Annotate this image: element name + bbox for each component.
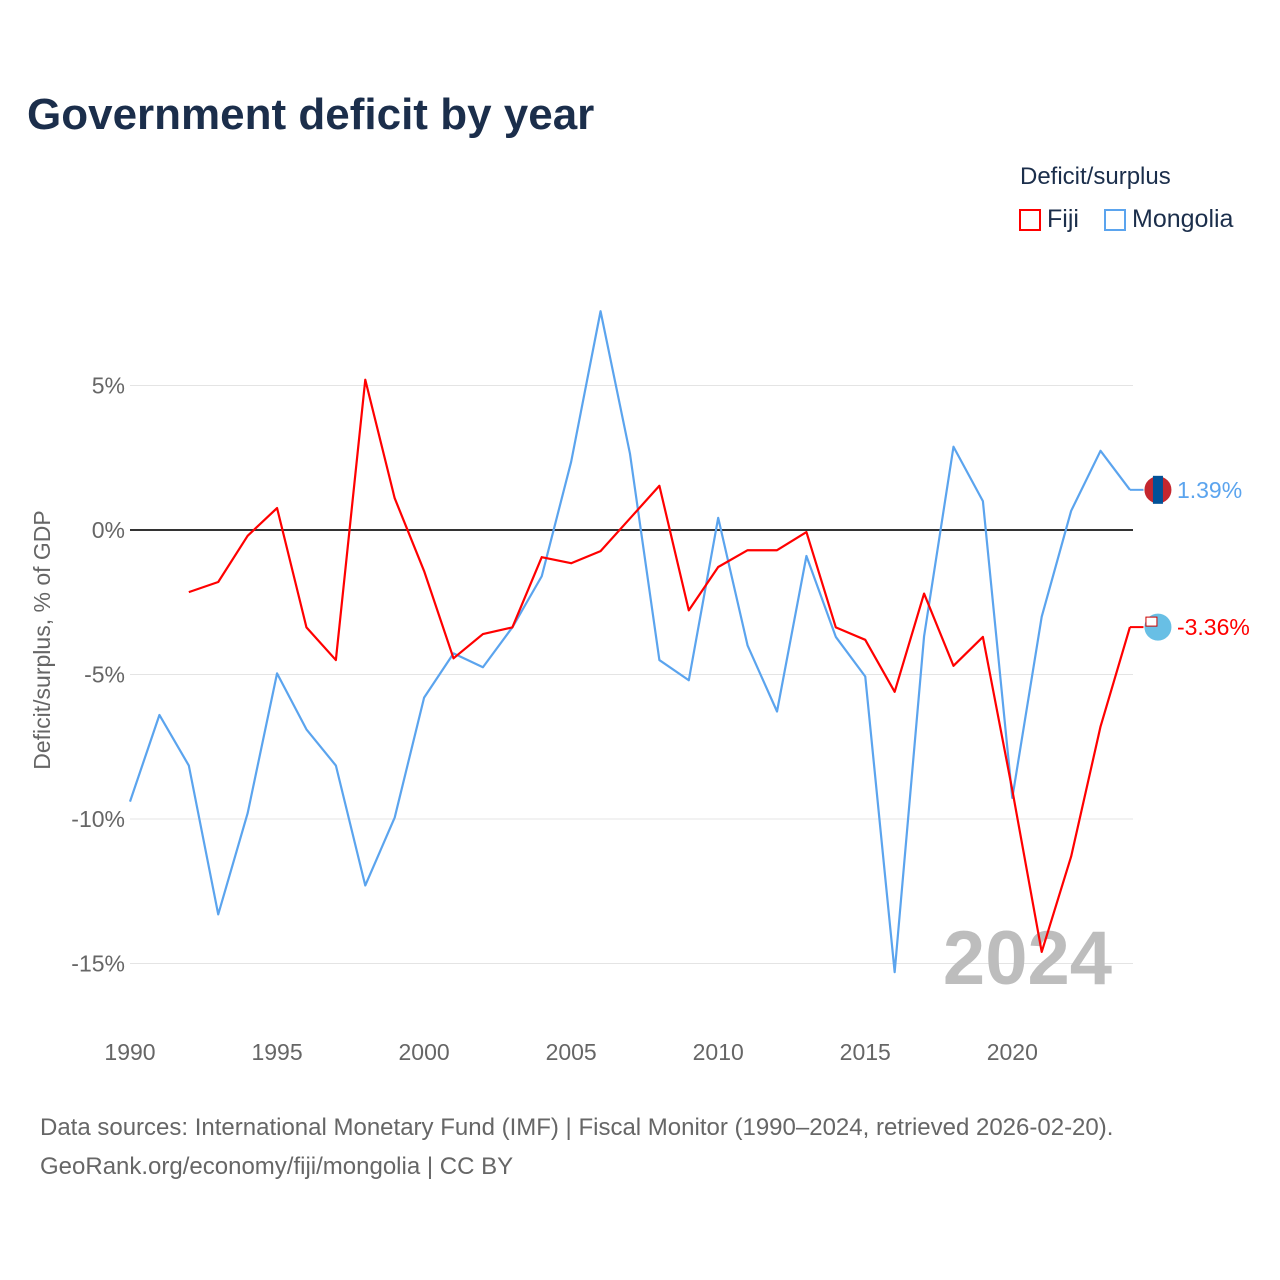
legend-item-fiji[interactable]: Fiji (1019, 205, 1079, 234)
legend-label-fiji: Fiji (1047, 205, 1079, 233)
flag-stripe (1152, 475, 1163, 504)
year-watermark: 2024 (943, 916, 1112, 1001)
legend-title: Deficit/surplus (1020, 163, 1171, 190)
end-value-label-fiji: -3.36% (1177, 614, 1250, 640)
series-line-fiji (188, 378, 1131, 954)
chart-title: Government deficit by year (27, 90, 595, 139)
x-tick-label: 2005 (546, 1039, 597, 1065)
end-value-label-mongolia: 1.39% (1177, 477, 1242, 503)
y-tick-label: 0% (92, 517, 125, 543)
x-tick-label: 1995 (251, 1039, 302, 1065)
y-tick-label: -5% (84, 662, 125, 688)
y-tick-label: 5% (92, 373, 125, 399)
flag-canton (1145, 616, 1158, 627)
series-line-mongolia (128, 310, 1131, 974)
y-tick-label: -10% (71, 806, 125, 832)
legend-swatch-mongolia (1104, 208, 1126, 231)
credit-text: GeoRank.org/economy/fiji/mongolia | CC B… (40, 1153, 514, 1180)
y-tick-label: -15% (71, 951, 125, 977)
source-text: Data sources: International Monetary Fun… (40, 1114, 1114, 1141)
x-tick-label: 2015 (840, 1039, 891, 1065)
y-axis-label: Deficit/surplus, % of GDP (29, 510, 55, 769)
footer: Data sources: International Monetary Fun… (40, 1108, 1113, 1186)
legend-label-mongolia: Mongolia (1132, 205, 1234, 233)
legend-item-mongolia[interactable]: Mongolia (1104, 205, 1233, 234)
x-tick-label: 2020 (987, 1039, 1038, 1065)
x-tick-label: 2010 (693, 1039, 744, 1065)
x-tick-label: 1990 (104, 1039, 155, 1065)
x-tick-label: 2000 (399, 1039, 450, 1065)
legend-swatch-fiji (1019, 208, 1041, 231)
